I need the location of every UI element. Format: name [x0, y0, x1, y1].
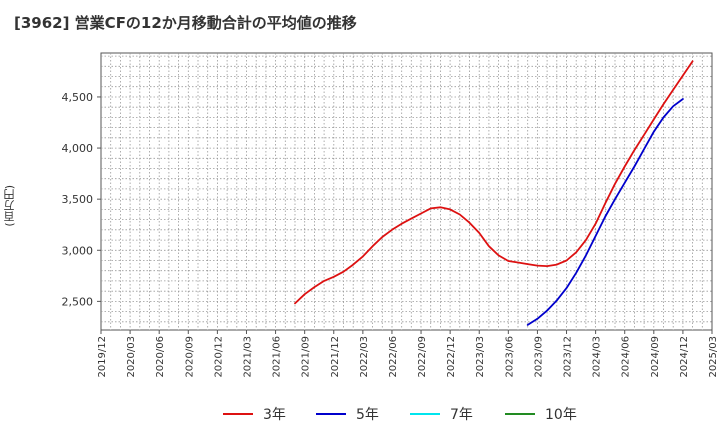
x-axis-ticks: 2019/12 2020/03 2020/06 2020/09 2020/12 2021/… — [97, 330, 719, 378]
x-tick-label: 2023/03 — [475, 336, 486, 378]
x-tick-label: 2023/06 — [504, 336, 515, 378]
x-tick-label: 2024/09 — [650, 336, 661, 378]
x-tick-label: 2024/03 — [592, 336, 603, 378]
x-tick-label: 2024/12 — [679, 336, 690, 378]
y-tick-label: 4,500 — [62, 91, 94, 104]
legend-swatch — [223, 413, 253, 415]
x-tick-label: 2020/12 — [213, 336, 224, 378]
x-tick-label: 2023/09 — [533, 336, 544, 378]
x-tick-label: 2020/06 — [155, 336, 166, 378]
x-tick-label: 2021/03 — [242, 336, 253, 378]
series-lines — [294, 60, 694, 326]
x-tick-label: 2022/12 — [446, 336, 457, 378]
legend: 3年 5年 7年 10年 — [0, 402, 720, 426]
series-line-1 — [294, 60, 694, 305]
series-line-2 — [526, 98, 684, 326]
x-tick-label: 2024/06 — [621, 336, 632, 378]
x-tick-label: 2021/12 — [330, 336, 341, 378]
x-tick-label: 2022/09 — [417, 336, 428, 378]
x-tick-label: 2023/12 — [563, 336, 574, 378]
y-tick-label: 3,500 — [62, 193, 94, 206]
legend-item[interactable]: 5年 — [316, 402, 379, 426]
y-axis-ticks: 2,500 3,000 3,500 4,000 4,500 — [62, 91, 101, 308]
x-tick-label: 2022/06 — [388, 336, 399, 378]
x-tick-label: 2025/03 — [708, 336, 719, 378]
x-tick-label: 2019/12 — [97, 336, 108, 378]
legend-swatch — [410, 413, 440, 415]
chart-title: [3962] 営業CFの12か月移動合計の平均値の推移 — [14, 14, 357, 32]
x-tick-label: 2020/03 — [126, 336, 137, 378]
line-chart: 2,500 3,000 3,500 4,000 4,500 2019/12 2020/03… — [62, 52, 719, 378]
legend-label: 3年 — [263, 407, 286, 423]
y-tick-label: 2,500 — [62, 295, 94, 308]
x-tick-label: 2020/09 — [184, 336, 195, 378]
x-tick-label: 2021/09 — [301, 336, 312, 378]
legend-swatch — [316, 413, 346, 415]
legend-item[interactable]: 3年 — [223, 402, 286, 426]
x-tick-label: 2021/06 — [272, 336, 283, 378]
legend-item[interactable]: 7年 — [410, 402, 473, 426]
x-tick-label: 2022/03 — [359, 336, 370, 378]
legend-label: 7年 — [450, 407, 473, 423]
legend-label: 5年 — [356, 407, 379, 423]
grid-lines — [101, 53, 712, 330]
y-tick-label: 3,000 — [62, 244, 94, 257]
legend-item[interactable]: 10年 — [505, 402, 577, 426]
legend-swatch — [505, 413, 535, 415]
legend-label: 10年 — [545, 407, 577, 423]
y-tick-label: 4,000 — [62, 142, 94, 155]
